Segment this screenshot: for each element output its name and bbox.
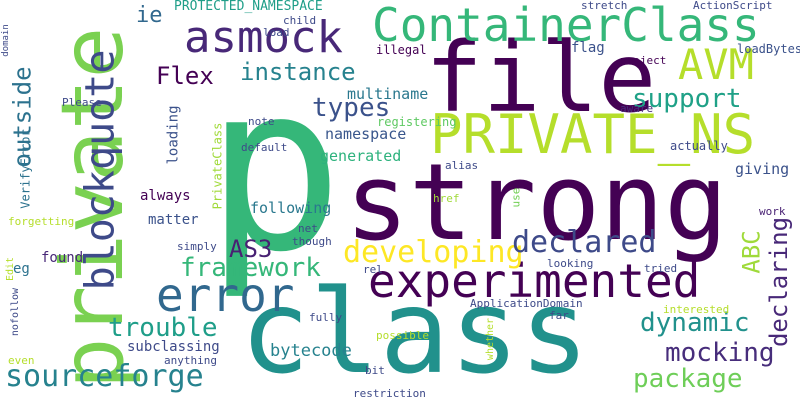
cloud-word: Flex	[156, 62, 214, 90]
cloud-word: default	[241, 141, 288, 154]
cloud-word: matter	[148, 212, 199, 228]
cloud-word: strong	[345, 141, 728, 264]
cloud-word: note	[248, 115, 275, 128]
cloud-word: href	[433, 192, 460, 205]
cloud-word: fully	[309, 311, 343, 324]
cloud-word: loadBytes	[737, 42, 800, 56]
cloud-word: subclassing	[127, 339, 220, 355]
cloud-word: loading	[165, 105, 182, 165]
cloud-word: ContainerClass	[372, 0, 760, 52]
cloud-word: even	[8, 354, 35, 367]
cloud-word: types	[312, 93, 391, 123]
cloud-word: eg	[13, 261, 30, 277]
cloud-word: AS3	[229, 235, 273, 263]
cloud-word: support	[632, 84, 742, 114]
cloud-word: class	[240, 265, 590, 400]
cloud-word: child	[283, 14, 317, 27]
cloud-word: always	[140, 188, 191, 204]
cloud-word: restriction	[353, 387, 426, 400]
cloud-word: tried	[644, 262, 678, 275]
cloud-word: giving	[735, 160, 790, 178]
cloud-word: load	[263, 26, 290, 39]
cloud-word: Edit	[5, 256, 17, 282]
cloud-word: error	[156, 268, 295, 322]
cloud-word: bit	[365, 364, 385, 377]
cloud-word: illegal	[376, 43, 427, 57]
cloud-word: experimented	[368, 254, 701, 308]
cloud-word: use	[509, 187, 523, 208]
cloud-word: namespace	[325, 125, 407, 143]
cloud-word: bytecode	[270, 341, 352, 361]
cloud-word: aware	[620, 102, 654, 115]
cloud-word: rel	[363, 263, 383, 276]
cloud-word: package	[633, 364, 743, 394]
cloud-word: stretch	[581, 0, 628, 12]
cloud-word: blockquote	[77, 49, 124, 291]
cloud-word: AVM	[678, 40, 754, 89]
cloud-word: ApplicationDomain	[470, 297, 583, 310]
cloud-word: anything	[164, 354, 217, 367]
cloud-word: asmock	[184, 12, 343, 63]
cloud-word: though	[292, 235, 332, 248]
cloud-word: nofollow	[10, 287, 22, 337]
cloud-word: following	[250, 199, 332, 217]
cloud-word: framework	[180, 253, 321, 283]
cloud-word: dynamic	[640, 308, 750, 338]
cloud-word: possible	[376, 329, 429, 342]
cloud-word: simply	[177, 240, 217, 253]
cloud-word: looking	[547, 257, 594, 270]
cloud-word: generated	[320, 147, 402, 165]
cloud-word: interested	[663, 303, 730, 316]
cloud-word: multiname	[347, 85, 429, 103]
cloud-word: trouble	[108, 313, 218, 343]
cloud-word: flag	[571, 40, 605, 56]
cloud-word: alias	[445, 159, 479, 172]
cloud-word: declaring	[765, 216, 794, 348]
cloud-word: whether	[485, 317, 497, 361]
cloud-word: forgetting	[8, 215, 75, 228]
cloud-word: net	[298, 222, 318, 235]
cloud-word: actually	[670, 139, 728, 153]
cloud-word: PROTECTED_NAMESPACE	[174, 0, 323, 14]
cloud-word: registering	[377, 115, 457, 129]
cloud-word: PrivateClass	[210, 122, 225, 210]
cloud-word: found	[41, 250, 84, 266]
cloud-word: domain	[0, 24, 11, 57]
cloud-word: ABC	[737, 230, 766, 274]
cloud-word: mocking	[665, 338, 775, 368]
cloud-word: ie	[136, 3, 163, 28]
cloud-word: file	[425, 22, 657, 134]
cloud-word: work	[759, 205, 786, 218]
cloud-word: p	[205, 36, 344, 303]
cloud-word: declared	[512, 225, 657, 260]
cloud-word: sourceforge	[5, 359, 204, 394]
cloud-word: instance	[240, 58, 356, 86]
cloud-word: PRIVATE_NS	[430, 103, 756, 166]
cloud-word: VerifyError	[18, 129, 33, 209]
cloud-word: developing	[343, 235, 524, 270]
cloud-word: Please	[62, 96, 102, 109]
cloud-word: project	[620, 54, 667, 67]
cloud-word: ActionScript	[693, 0, 773, 12]
cloud-word: far	[549, 309, 569, 322]
